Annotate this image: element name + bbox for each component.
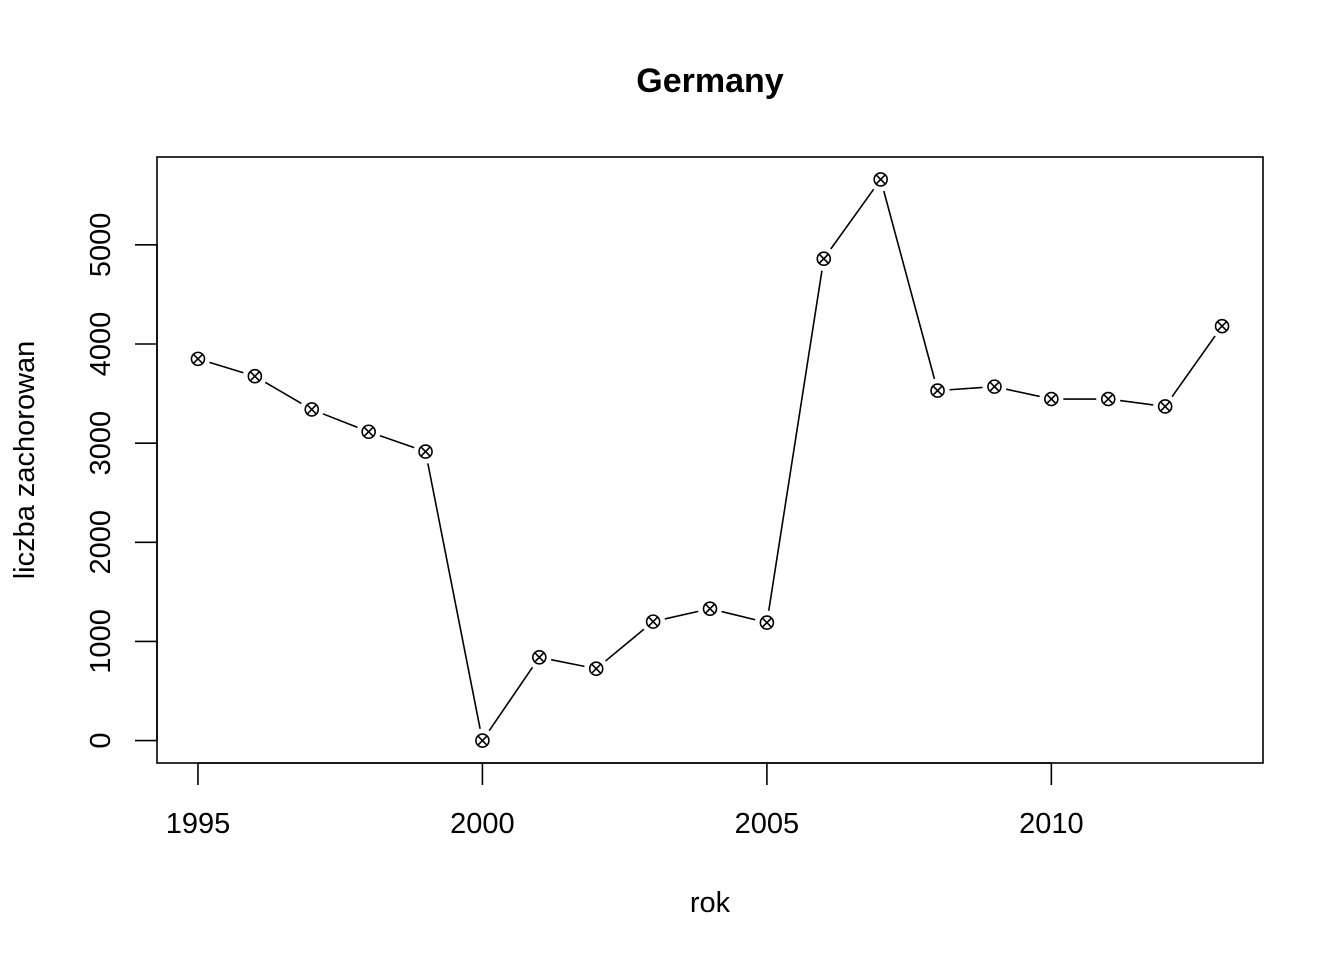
marker-cross <box>989 381 1000 392</box>
series-line-segment <box>209 361 244 374</box>
marker-circle <box>702 601 718 617</box>
data-point-marker <box>702 601 718 617</box>
series-line-segment <box>664 610 699 620</box>
series-line-segment <box>488 666 534 732</box>
series-line-segment <box>1171 335 1216 398</box>
marker-circle <box>532 650 547 665</box>
x-axis: 1995 2000 2005 2010 <box>166 762 1084 840</box>
series-line-segment <box>604 628 645 662</box>
y-tick-label: 4000 <box>85 312 117 377</box>
marker-cross <box>761 617 773 628</box>
x-tick-label: 2000 <box>450 808 515 840</box>
data-point-marker <box>759 615 775 630</box>
marker-cross <box>534 652 545 663</box>
x-axis-label: rok <box>690 887 731 919</box>
marker-cross <box>647 616 659 627</box>
marker-cross <box>249 371 261 382</box>
data-point-marker <box>475 733 490 748</box>
data-point-marker <box>304 402 320 417</box>
marker-circle <box>1214 318 1230 334</box>
marker-circle <box>816 251 832 267</box>
chart-title: Germany <box>636 62 783 100</box>
marker-cross <box>818 253 829 264</box>
series-line-segment <box>1006 388 1040 398</box>
marker-circle <box>588 661 604 677</box>
series-line-segment <box>721 610 756 621</box>
marker-cross <box>932 385 943 396</box>
x-tick-label: 2005 <box>735 808 800 840</box>
marker-circle <box>1157 399 1173 414</box>
plot-frame <box>156 156 1264 764</box>
marker-circle <box>1100 391 1116 407</box>
marker-cross <box>875 174 886 185</box>
y-tick-label: 2000 <box>85 510 117 575</box>
marker-circle <box>759 615 775 630</box>
marker-cross <box>704 603 716 614</box>
marker-circle <box>987 379 1002 394</box>
data-point-marker <box>247 368 263 384</box>
series-line-segment <box>427 463 481 729</box>
series-line-segment <box>322 413 358 429</box>
data-point-marker <box>190 351 206 367</box>
data-point-marker <box>418 444 433 459</box>
marker-cross <box>420 446 431 457</box>
marker-cross <box>1103 393 1114 405</box>
marker-circle <box>361 424 376 440</box>
y-tick-label: 0 <box>85 733 117 749</box>
data-point-marker <box>1100 391 1116 407</box>
marker-circle <box>475 733 490 748</box>
x-tick-label: 1995 <box>166 808 231 840</box>
marker-cross <box>363 426 374 437</box>
data-point-marker <box>645 614 661 629</box>
y-axis: 0 1000 2000 3000 4000 5000 <box>85 213 158 749</box>
data-point-marker <box>588 661 604 677</box>
series-layer <box>190 172 1230 748</box>
marker-cross <box>591 663 602 674</box>
series-line-segment <box>883 190 936 380</box>
data-point-marker <box>930 383 945 398</box>
marker-cross <box>1216 320 1228 332</box>
series-line-segment <box>1120 399 1154 406</box>
data-point-marker <box>361 424 376 440</box>
marker-cross <box>192 353 204 365</box>
marker-circle <box>1044 391 1059 407</box>
y-tick-label: 5000 <box>85 213 117 278</box>
marker-circle <box>304 402 320 417</box>
series-line-segment <box>767 270 823 611</box>
marker-circle <box>418 444 433 459</box>
marker-circle <box>190 351 206 367</box>
series-line-segment <box>830 188 875 250</box>
data-point-marker <box>1157 399 1173 414</box>
data-point-marker <box>816 251 832 267</box>
data-point-marker <box>532 650 547 665</box>
marker-circle <box>645 614 661 629</box>
marker-cross <box>1159 401 1171 412</box>
series-line-segment <box>264 381 302 405</box>
series-line-segment <box>949 386 983 391</box>
marker-cross <box>1046 393 1057 405</box>
data-point-marker <box>987 379 1002 394</box>
y-axis-label: liczba zachorowan <box>9 341 41 580</box>
marker-circle <box>247 368 263 384</box>
x-tick-label: 2010 <box>1019 808 1084 840</box>
marker-circle <box>930 383 945 398</box>
marker-circle <box>873 172 888 187</box>
data-point-marker <box>1044 391 1059 407</box>
data-point-marker <box>1214 318 1230 334</box>
data-point-marker <box>873 172 888 187</box>
marker-cross <box>306 404 317 415</box>
y-tick-label: 3000 <box>85 411 117 476</box>
y-tick-label: 1000 <box>85 609 117 674</box>
series-line-segment <box>550 658 585 668</box>
series-line-segment <box>379 434 415 449</box>
marker-cross <box>477 735 488 746</box>
